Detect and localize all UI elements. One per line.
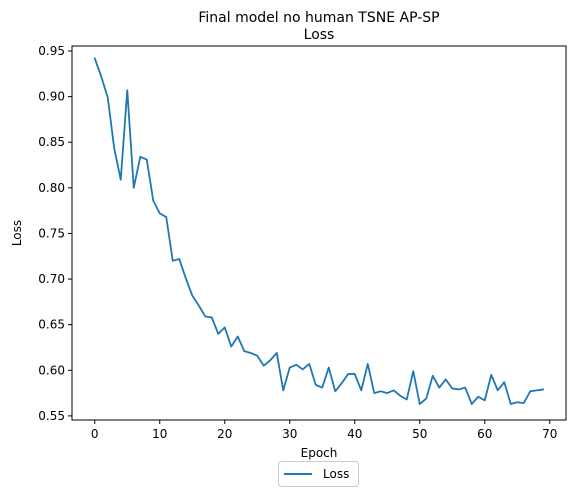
legend: Loss [278,461,359,487]
y-tick-label: 0.95 [38,44,65,58]
y-tick-label: 0.90 [38,90,65,104]
series-layer [93,57,545,405]
legend-frame [278,461,359,487]
loss-series-line [93,57,545,405]
x-tick-label: 40 [347,427,362,441]
x-tick-label: 50 [412,427,427,441]
y-tick-label: 0.70 [38,272,65,286]
x-axis-ticks: 0 10 20 30 40 50 60 70 [91,420,557,441]
chart-title-line2: Loss [304,27,335,43]
x-tick-label: 0 [91,427,99,441]
x-tick-label: 30 [282,427,297,441]
chart-title-line1: Final model no human TSNE AP-SP [198,10,439,26]
y-tick-label: 0.85 [38,135,65,149]
y-tick-label: 0.55 [38,409,65,423]
y-axis-label: Loss [10,220,24,246]
x-axis-label: Epoch [301,446,338,460]
y-tick-label: 0.75 [38,226,65,240]
x-tick-label: 60 [477,427,492,441]
plot-area-frame [71,45,567,421]
y-tick-label: 0.65 [38,318,65,332]
legend-label-loss: Loss [323,467,349,481]
x-tick-label: 20 [217,427,232,441]
x-tick-label: 70 [542,427,557,441]
x-tick-label: 10 [152,427,167,441]
y-tick-label: 0.60 [38,363,65,377]
y-tick-label: 0.80 [38,181,65,195]
y-axis-ticks: 0.55 0.60 0.65 0.70 0.75 0.80 0.85 0.90 0.95 [38,44,72,423]
